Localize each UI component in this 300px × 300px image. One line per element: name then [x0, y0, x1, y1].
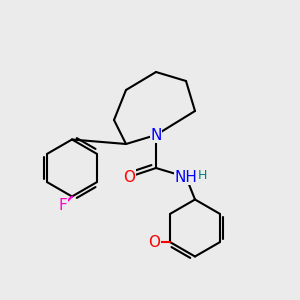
Text: NH: NH [175, 169, 197, 184]
Text: O: O [148, 235, 160, 250]
Text: F: F [58, 198, 68, 213]
Text: H: H [198, 169, 207, 182]
Text: N: N [150, 128, 162, 142]
Text: O: O [123, 169, 135, 184]
